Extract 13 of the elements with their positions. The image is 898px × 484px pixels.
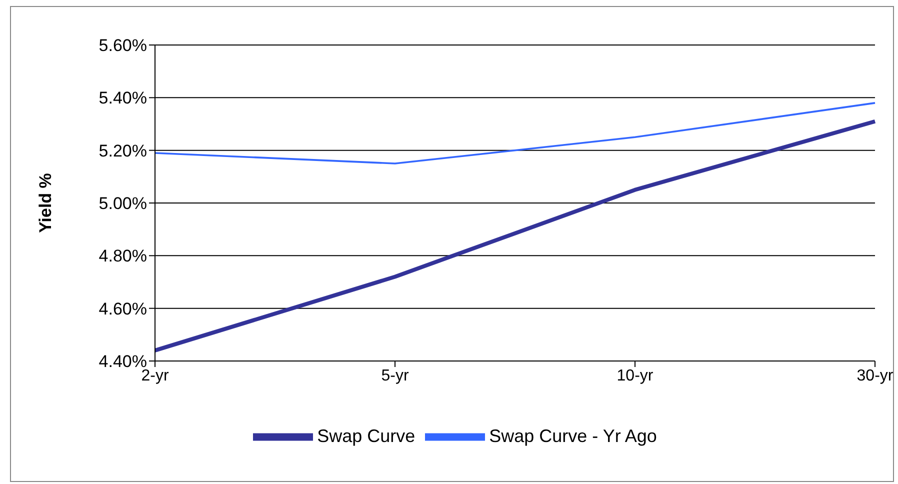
x-tick-label: 30-yr	[856, 367, 894, 384]
legend-label: Swap Curve	[317, 426, 416, 446]
y-tick-label: 4.80%	[98, 246, 147, 266]
y-tick-label: 4.60%	[98, 299, 147, 318]
y-tick-label: 5.00%	[98, 194, 147, 214]
x-tick-label: 2-yr	[141, 367, 170, 384]
legend-label: Swap Curve - Yr Ago	[489, 426, 657, 446]
x-tick-label: 10-yr	[616, 367, 654, 384]
y-tick-label: 5.20%	[98, 141, 147, 160]
y-tick-label: 5.40%	[98, 88, 147, 108]
y-axis-title: Yield %	[36, 173, 56, 233]
y-tick-label: 5.60%	[98, 36, 147, 56]
x-tick-label: 5-yr	[381, 367, 410, 384]
